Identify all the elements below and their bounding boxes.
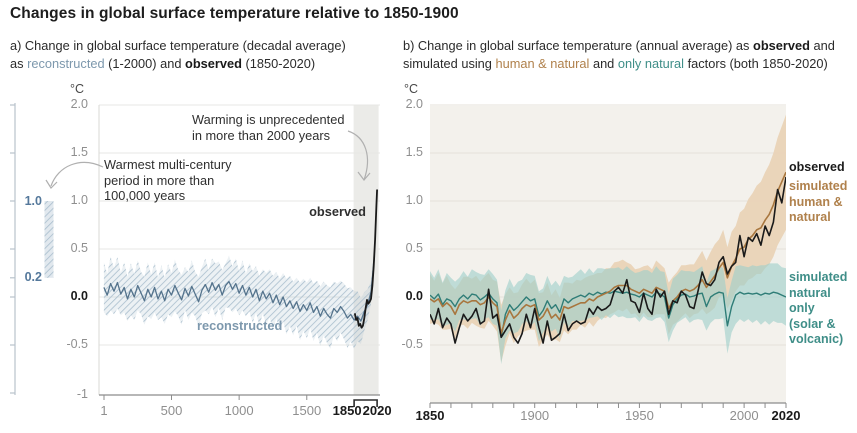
panel-b-natural-only-label: simulated natural only (solar & volcanic…	[789, 270, 857, 348]
natural-label-line3: (solar &	[789, 316, 836, 331]
panel-a-y-tick-1.0: 1.0	[70, 193, 88, 207]
panel-a-y-tick--1: -1	[76, 387, 88, 401]
panel-b-unit-label: °C	[404, 82, 419, 96]
panel-b-subtitle: b) Change in global surface temperature …	[403, 37, 853, 72]
subtitle-a-observed-word: observed	[185, 55, 242, 71]
panel-a-graphics	[10, 103, 380, 407]
annotation-warmest-period: Warmest multi-century period in more tha…	[104, 157, 232, 204]
panel-a-subtitle-line2: as reconstructed (1-2000) and observed (…	[10, 55, 395, 73]
natural-only-band	[430, 263, 786, 365]
human-label-line2: human &	[789, 194, 843, 209]
panel-b-y-tick-1.0: 1.0	[405, 193, 423, 207]
panel-a-x-tick-1000: 1000	[224, 403, 254, 418]
reconstructed-band-hatch	[103, 247, 375, 349]
subtitle-b-post: and	[809, 38, 835, 53]
panel-a-subtitle-line1: a) Change in global surface temperature …	[10, 38, 346, 53]
subtitle-b-mid2: and	[589, 55, 618, 71]
subtitle-b-pre: b) Change in global surface temperature …	[403, 38, 753, 53]
subtitle-a-pre: as	[10, 55, 28, 71]
subtitle-b-post2: factors (both 1850-2020)	[684, 55, 828, 71]
annotation-warming-unprecedented: Warming is unprecedented in more than 20…	[192, 112, 344, 143]
panel-b-x-tick-2020: 2020	[771, 408, 801, 423]
panel-a-unit-label: °C	[70, 82, 85, 96]
panel-a-y-tick--0.5: -0.5	[66, 337, 88, 351]
subtitle-b-natural-word: only natural	[617, 55, 685, 71]
subtitle-a-post: (1850-2020)	[241, 55, 316, 71]
panel-a-x-tick-500: 500	[160, 403, 183, 418]
side-bar-bottom-label: 0.2	[24, 270, 42, 284]
warmest-period-bar	[44, 201, 54, 278]
subtitle-a-mid: (1-2000) and	[104, 55, 185, 71]
panel-b-x-tick-1950: 1950	[624, 408, 654, 423]
observed-line-panel-b	[430, 176, 786, 344]
human-label-line3: natural	[789, 210, 831, 224]
subtitle-b-human-word: human & natural	[495, 55, 590, 71]
panel-b-x-tick-1850: 1850	[415, 408, 445, 423]
panel-b-graphics	[429, 104, 787, 408]
panel-a-y-tick-1.5: 1.5	[70, 145, 88, 159]
arrow-to-bar	[50, 161, 104, 187]
subtitle-b-pre2: simulated using	[403, 55, 496, 71]
panel-a-x-tick-2020: 2020	[362, 403, 392, 418]
panel-a-observed-label: observed	[309, 204, 366, 219]
annotation-warmest-line3: 100,000 years	[104, 188, 186, 203]
panel-b-subtitle-line2: simulated using human & natural and only…	[403, 55, 853, 73]
natural-label-line2: natural only	[789, 285, 831, 316]
annotation-warmest-line1: Warmest multi-century	[104, 157, 232, 172]
reconstructed-line	[103, 256, 376, 322]
panel-b-human-natural-label: simulated human & natural	[789, 179, 857, 226]
panel-a-y-tick-2.0: 2.0	[70, 97, 88, 111]
panel-b-subtitle-line1: b) Change in global surface temperature …	[403, 37, 853, 55]
observed-line-panel-a	[353, 189, 378, 329]
arrow-to-bar-head	[45, 179, 58, 189]
panel-b-y-tick-1.5: 1.5	[405, 145, 423, 159]
figure-title: Changes in global surface temperature re…	[10, 5, 459, 22]
side-bar-top-label: 1.0	[24, 194, 42, 208]
subtitle-a-reconstructed-word: reconstructed	[27, 55, 105, 71]
panel-b-x-tick-2000: 2000	[729, 408, 759, 423]
natural-label-line4: volcanic)	[789, 332, 844, 346]
panel-a-x-tick-1500: 1500	[292, 403, 322, 418]
panel-b-series	[430, 114, 786, 365]
panel-b-y-tick-0.5: 0.5	[405, 241, 423, 255]
panel-b-x-tick-1900: 1900	[520, 408, 550, 423]
panel-b-y-tick-0.0: 0.0	[405, 289, 423, 303]
annotation-warming-line2: in more than 2000 years	[192, 127, 331, 143]
arrow-to-spike	[347, 130, 369, 181]
panel-a-series	[103, 189, 378, 349]
bracket-1850-2020	[353, 399, 378, 407]
panel-a-y-tick-0.0: 0.0	[70, 289, 88, 303]
panel-a-reconstructed-label: reconstructed	[197, 318, 283, 333]
natural-label-line1: simulated	[789, 270, 848, 284]
subtitle-b-observed-word: observed	[753, 38, 810, 53]
arrow-to-spike-head	[357, 171, 371, 181]
human-label-line1: simulated	[789, 179, 848, 193]
panel-a-y-tick-0.5: 0.5	[70, 241, 88, 255]
panel-b-y-tick-2.0: 2.0	[405, 97, 423, 111]
panel-b-observed-label: observed	[789, 160, 845, 174]
panel-a-x-tick-1850: 1850	[332, 403, 362, 418]
annotation-warming-line1: Warming is unprecedented	[192, 112, 345, 127]
annotation-warmest-line2: period in more than	[104, 172, 215, 188]
panel-b-y-tick--0.5: -0.5	[401, 337, 423, 351]
panel-a-x-tick-1: 1	[100, 403, 108, 418]
panel-a-subtitle: a) Change in global surface temperature …	[10, 37, 395, 72]
